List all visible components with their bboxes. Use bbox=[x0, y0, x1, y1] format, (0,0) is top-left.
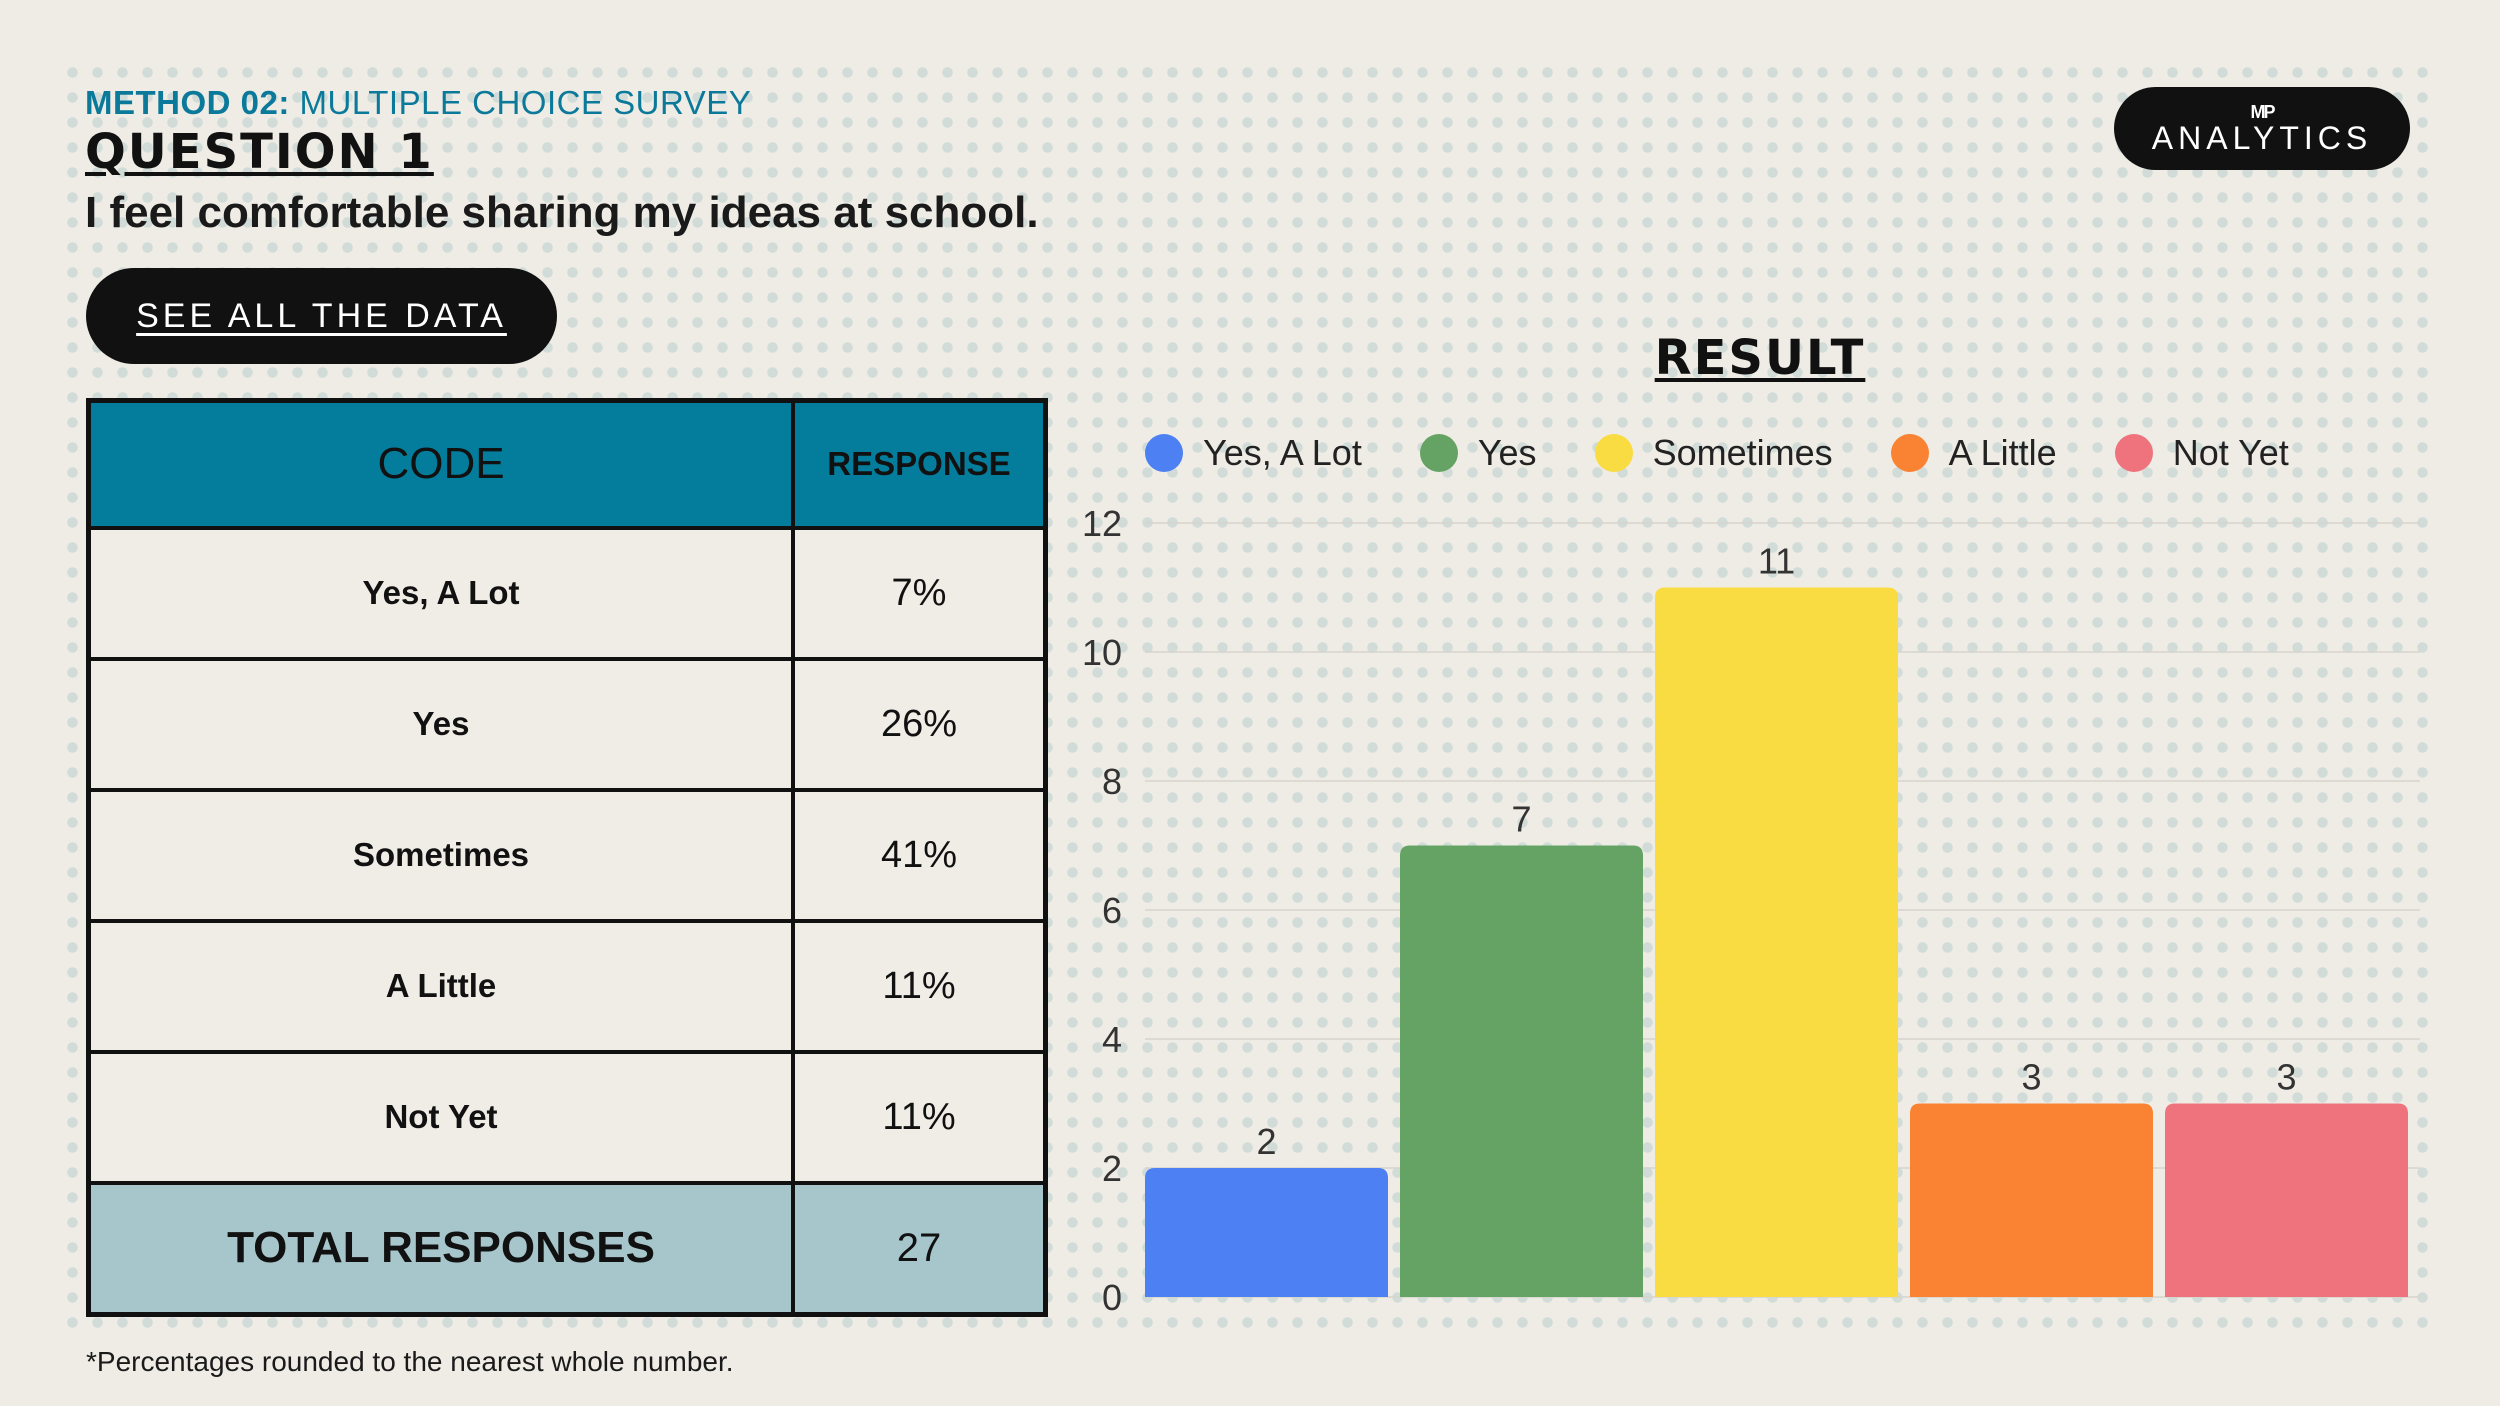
row-code: Sometimes bbox=[86, 787, 795, 923]
total-row: TOTAL RESPONSES 27 bbox=[86, 1180, 1048, 1317]
logo-wordmark: ANALYTICS bbox=[2151, 119, 2373, 156]
row-code: A Little bbox=[86, 918, 795, 1054]
table-header-row: CODE RESPONSE bbox=[86, 398, 1048, 530]
row-response: 7% bbox=[791, 525, 1048, 661]
legend-item: A Little bbox=[1890, 432, 2057, 474]
data-label: 7 bbox=[1511, 799, 1531, 840]
y-tick-label: 10 bbox=[1082, 632, 1122, 673]
row-code: Not Yet bbox=[86, 1049, 795, 1185]
bar bbox=[2165, 1103, 2408, 1297]
see-all-data-button[interactable]: SEE ALL THE DATA bbox=[86, 268, 557, 364]
row-response: 26% bbox=[791, 656, 1048, 792]
bar bbox=[1145, 1168, 1388, 1297]
legend-label: Not Yet bbox=[2172, 432, 2289, 473]
row-response: 11% bbox=[791, 1049, 1048, 1185]
chart-legend: Yes, A Lot Yes Sometimes A Little Not Ye… bbox=[1145, 428, 2347, 478]
legend-swatch bbox=[1145, 434, 1183, 472]
column-header-response: RESPONSE bbox=[791, 398, 1048, 530]
row-response: 11% bbox=[791, 918, 1048, 1054]
legend-label: Yes bbox=[1477, 432, 1537, 473]
y-tick-label: 8 bbox=[1102, 761, 1122, 802]
row-code: Yes, A Lot bbox=[86, 525, 795, 661]
analytics-logo: MP ANALYTICS bbox=[2114, 87, 2410, 170]
row-response: 41% bbox=[791, 787, 1048, 923]
data-label: 11 bbox=[1758, 541, 1795, 582]
data-label: 3 bbox=[2021, 1057, 2041, 1098]
legend-label: A Little bbox=[1948, 432, 2057, 473]
chart-title: RESULT bbox=[1654, 330, 1866, 386]
table-row: Sometimes 41% bbox=[86, 787, 1048, 923]
logo-mark: MP bbox=[2250, 101, 2276, 122]
y-tick-label: 12 bbox=[1082, 503, 1122, 544]
legend-swatch bbox=[1594, 434, 1633, 472]
legend-swatch bbox=[1890, 434, 1929, 472]
y-tick-label: 2 bbox=[1102, 1148, 1122, 1189]
question-label: QUESTION 1 bbox=[85, 124, 434, 180]
data-label: 3 bbox=[2276, 1057, 2296, 1098]
table-row: A Little 11% bbox=[86, 918, 1048, 1054]
legend-label: Yes, A Lot bbox=[1203, 432, 1362, 473]
legend-item: Sometimes bbox=[1594, 432, 1833, 474]
table-row: Not Yet 11% bbox=[86, 1049, 1048, 1185]
bar bbox=[1655, 587, 1898, 1297]
legend-swatch bbox=[1419, 434, 1458, 472]
y-tick-label: 0 bbox=[1102, 1277, 1122, 1318]
data-label: 2 bbox=[1256, 1121, 1276, 1162]
row-code: Yes bbox=[86, 656, 795, 792]
table-row: Yes 26% bbox=[86, 656, 1048, 792]
legend-label: Sometimes bbox=[1652, 432, 1833, 473]
legend-item: Yes bbox=[1419, 432, 1537, 474]
table-row: Yes, A Lot 7% bbox=[86, 525, 1048, 661]
y-tick-label: 4 bbox=[1102, 1019, 1122, 1060]
total-label: TOTAL RESPONSES bbox=[86, 1180, 795, 1317]
question-text: I feel comfortable sharing my ideas at s… bbox=[85, 188, 1039, 237]
legend-swatch bbox=[2114, 434, 2153, 472]
bar bbox=[1910, 1103, 2153, 1297]
response-table: CODE RESPONSE Yes, A Lot 7% Yes 26% Some… bbox=[86, 398, 1048, 1317]
legend-item: Yes, A Lot bbox=[1145, 432, 1362, 474]
bar-chart: 0 2 4 6 8 10 12 2 7 11 3 3 bbox=[1082, 503, 2420, 1318]
column-header-code: CODE bbox=[86, 398, 795, 530]
footnote: *Percentages rounded to the nearest whol… bbox=[86, 1346, 734, 1377]
method-label: METHOD 02: MULTIPLE CHOICE SURVEY bbox=[85, 84, 752, 121]
bar bbox=[1400, 845, 1643, 1297]
legend-item: Not Yet bbox=[2114, 432, 2289, 474]
total-value: 27 bbox=[791, 1180, 1048, 1317]
y-tick-label: 6 bbox=[1102, 890, 1122, 931]
